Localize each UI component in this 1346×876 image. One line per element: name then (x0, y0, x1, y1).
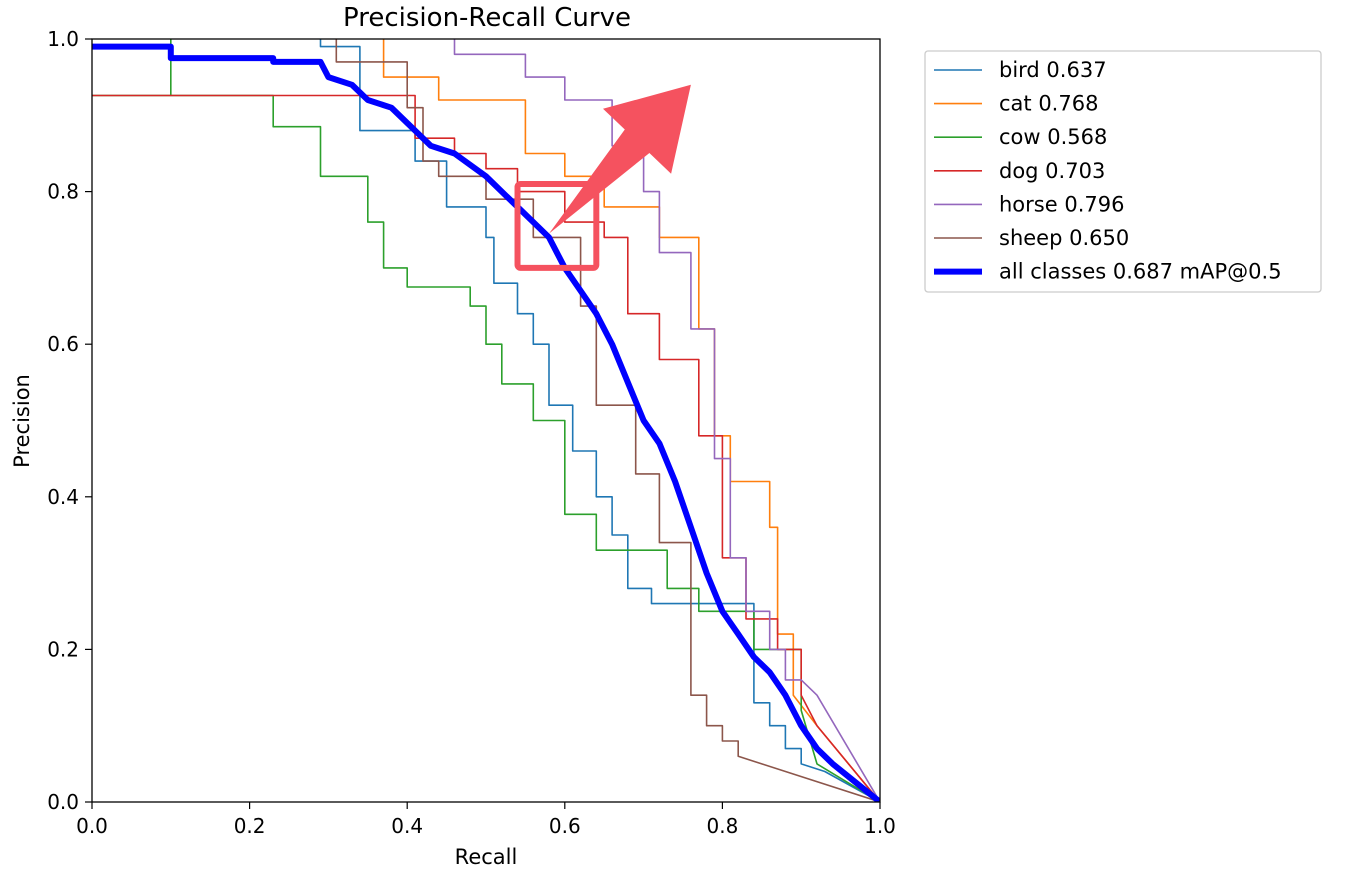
legend-label-cow: cow 0.568 (999, 125, 1107, 149)
x-tick-label: 1.0 (864, 814, 896, 838)
plot-area (92, 39, 880, 802)
y-axis-label: Precision (10, 374, 34, 468)
legend: bird 0.637 cat 0.768 cow 0.568 dog 0.703 hor… (924, 50, 1322, 293)
plot-frame (91, 38, 881, 803)
y-tick-label: 0.4 (47, 485, 79, 509)
series-line-horse (453, 39, 880, 802)
legend-label-sheep: sheep 0.650 (999, 226, 1129, 250)
y-tick-label: 0.8 (47, 180, 79, 204)
legend-label-bird: bird 0.637 (999, 58, 1107, 82)
series-line-cat (382, 39, 880, 802)
legend-label-cat: cat 0.768 (999, 92, 1098, 116)
legend-label-dog: dog 0.703 (999, 159, 1105, 183)
x-tick-label: 0.8 (706, 814, 738, 838)
x-axis: 0.0 0.2 0.4 0.6 0.8 1.0 (76, 802, 896, 838)
series-line-sheep (335, 39, 880, 802)
x-tick-label: 0.0 (76, 814, 108, 838)
series-line-dog (92, 94, 880, 802)
series-line-bird (319, 39, 880, 802)
annotation-arrow (549, 84, 691, 234)
legend-label-horse: horse 0.796 (999, 192, 1124, 216)
y-axis: 0.0 0.2 0.4 0.6 0.8 1.0 (47, 27, 92, 814)
y-tick-label: 0.0 (47, 790, 79, 814)
y-tick-label: 0.6 (47, 332, 79, 356)
chart-title: Precision-Recall Curve (343, 3, 631, 33)
series-line-cow (92, 39, 880, 802)
x-tick-label: 0.4 (391, 814, 423, 838)
x-tick-label: 0.6 (549, 814, 581, 838)
legend-label-all-classes: all classes 0.687 mAP@0.5 (999, 260, 1282, 284)
y-tick-label: 1.0 (47, 27, 79, 51)
x-tick-label: 0.2 (234, 814, 266, 838)
legend-frame (924, 50, 1322, 293)
annotation-layer (514, 84, 691, 271)
series-line-all-classes (92, 43, 880, 802)
y-tick-label: 0.2 (47, 637, 79, 661)
x-axis-label: Recall (455, 845, 518, 869)
highlight-box (514, 180, 600, 271)
